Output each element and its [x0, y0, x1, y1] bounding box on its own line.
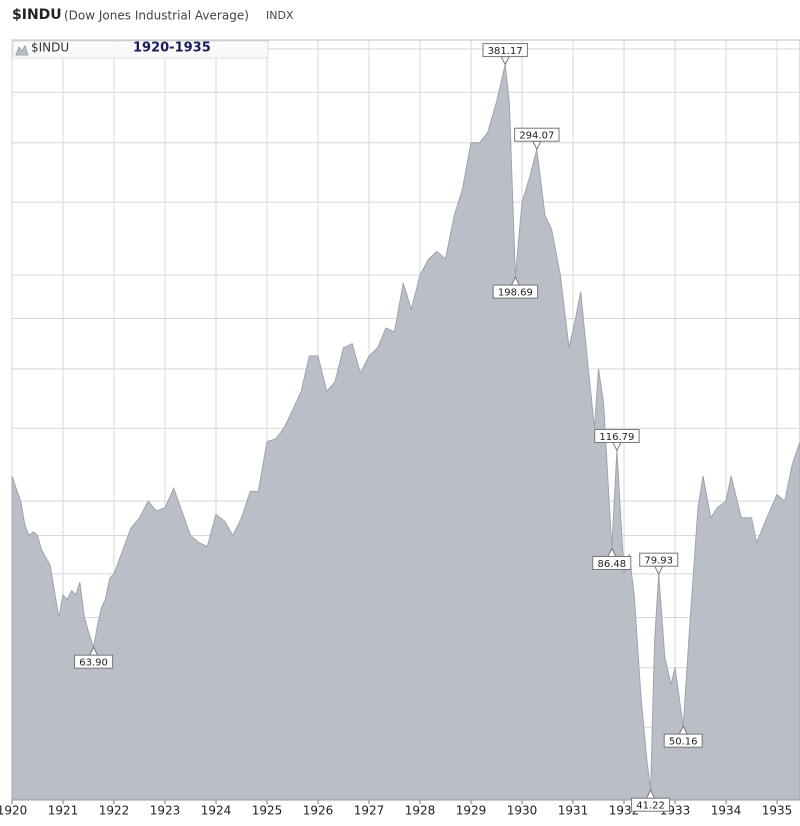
- x-tick-label: 1923: [150, 804, 181, 818]
- x-tick-label: 1922: [99, 804, 130, 818]
- x-tick-label: 1927: [354, 804, 385, 818]
- x-tick-label: 1930: [507, 804, 538, 818]
- x-tick-label: 1920: [0, 804, 27, 818]
- x-tick-label: 1921: [48, 804, 79, 818]
- chart-subtitle: (Dow Jones Industrial Average): [64, 9, 249, 23]
- x-tick-label: 1925: [252, 804, 283, 818]
- annotation-label: 294.07: [519, 131, 554, 142]
- annotation-label: 79.93: [644, 556, 673, 567]
- annotation-label: 116.79: [599, 432, 634, 443]
- x-tick-label: 1928: [405, 804, 436, 818]
- annotation-box: [639, 552, 679, 567]
- legend-icon: [15, 44, 29, 56]
- legend-period: 1920-1935: [133, 41, 211, 56]
- exchange-label: INDX: [266, 9, 294, 22]
- x-tick-label: 1926: [303, 804, 334, 818]
- x-tick-label: 1924: [201, 804, 232, 818]
- annotation-box: [631, 797, 671, 812]
- annotation-box: [492, 284, 539, 299]
- chart-title: $INDU: [12, 7, 62, 23]
- annotation-label: 63.90: [79, 658, 108, 669]
- annotation-box: [663, 733, 703, 748]
- annotation-label: 50.16: [669, 737, 698, 748]
- x-tick-label: 1934: [711, 804, 742, 818]
- annotation-label: 86.48: [597, 559, 626, 570]
- x-tick-label: 1929: [456, 804, 487, 818]
- annotation-label: 41.22: [636, 801, 665, 812]
- legend-entry: $INDU: [31, 41, 69, 55]
- legend-box: [12, 40, 269, 59]
- annotation-box: [482, 43, 528, 58]
- annotation-box: [592, 555, 632, 570]
- annotation-label: 198.69: [498, 288, 533, 299]
- annotation-box: [594, 428, 640, 443]
- x-tick-label: 1935: [762, 804, 793, 818]
- annotation-box: [74, 654, 114, 669]
- annotation-box: [514, 127, 560, 142]
- annotation-label: 381.17: [488, 46, 523, 57]
- x-tick-label: 1931: [558, 804, 589, 818]
- area: [11, 64, 800, 801]
